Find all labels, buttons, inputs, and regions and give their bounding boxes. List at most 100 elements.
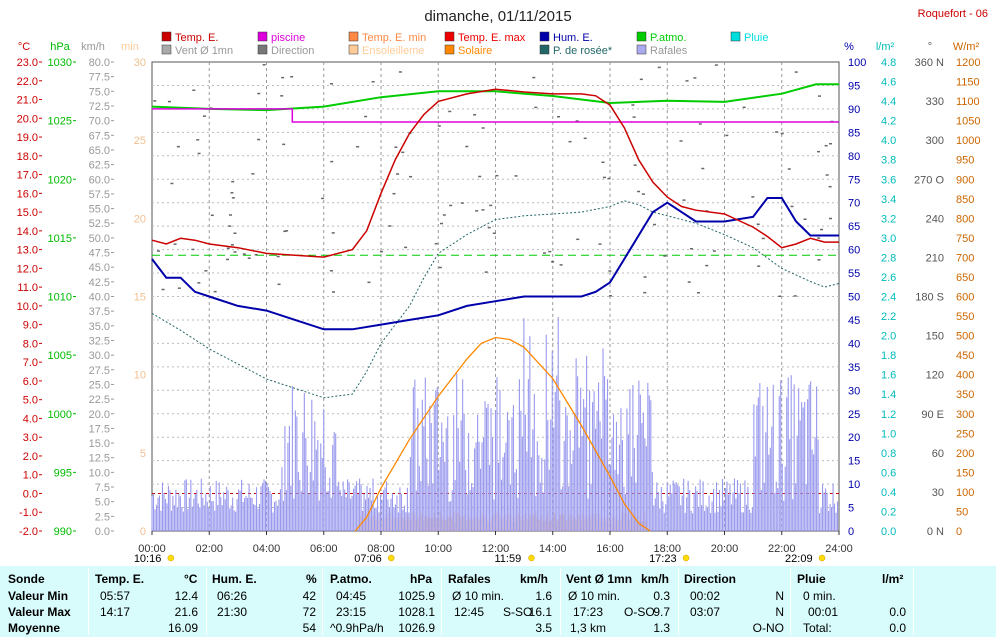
row-min-rafales-value: 1.6 xyxy=(535,589,552,603)
direction-axis-label: 150 xyxy=(926,331,944,343)
rain-axis-label: 4.0 xyxy=(881,135,896,147)
solar-axis-label: 350 xyxy=(956,389,974,401)
humidity-axis-label: 5 xyxy=(848,503,854,515)
legend-swatch xyxy=(636,31,647,42)
header-hum: Hum. E. xyxy=(212,572,257,586)
wind-axis-label: 20.0 xyxy=(89,409,110,421)
wind-axis-label: 15.0 xyxy=(89,438,110,450)
direction-axis-label: 60 xyxy=(932,448,944,460)
x-tick-label: 10:00 xyxy=(424,543,452,555)
axis-unit-label: l/m² xyxy=(876,41,895,53)
temp-axis-label: 4.0 xyxy=(23,413,38,425)
wind-axis-label: 12.5 xyxy=(89,453,110,465)
header-vent-unit: km/h xyxy=(641,572,670,586)
pressure-axis-label: 1010 xyxy=(48,292,72,304)
min-axis-label: 30 xyxy=(134,57,146,69)
x-tick-label: 02:00 xyxy=(195,543,223,555)
row-max-hum-value: 72 xyxy=(302,605,316,619)
direction-axis-label: 270 O xyxy=(914,174,944,186)
direction-axis-label: 0 N xyxy=(927,526,944,538)
row-max-patmo-time: 23:15 xyxy=(336,605,367,619)
wind-axis-label: 72.5 xyxy=(89,101,110,113)
solar-axis-label: 0 xyxy=(956,526,962,538)
legend-label: Rafales xyxy=(650,45,688,57)
direction-axis-label: 300 xyxy=(926,135,944,147)
event-marker xyxy=(528,554,535,562)
solar-axis-label: 1150 xyxy=(956,77,980,89)
wind-axis-label: 67.5 xyxy=(89,130,110,142)
solar-axis-label: 750 xyxy=(956,233,974,245)
rain-axis-label: 3.8 xyxy=(881,155,896,167)
rain-axis-label: 3.4 xyxy=(881,194,896,206)
humidity-axis-label: 35 xyxy=(848,362,860,374)
min-axis-label: 25 xyxy=(134,135,146,147)
legend-swatch xyxy=(348,31,359,42)
legend-swatch xyxy=(444,44,455,55)
humidity-axis-label: 45 xyxy=(848,315,860,327)
wind-axis-label: 50.0 xyxy=(89,233,110,245)
wind-axis-label: 40.0 xyxy=(89,292,110,304)
temp-axis-label: 9.0 xyxy=(23,320,38,332)
row-avg-pluie-label: Total: xyxy=(803,621,832,635)
solar-axis-label: 150 xyxy=(956,467,974,479)
rain-axis-label: 2.4 xyxy=(881,292,896,304)
header-temp-unit: °C xyxy=(184,572,198,586)
x-tick-label: 16:00 xyxy=(596,543,624,555)
row-max-rafales-direction: S-SO xyxy=(503,605,533,619)
humidity-line xyxy=(151,197,839,331)
min-axis-label: 15 xyxy=(134,292,146,304)
event-marker xyxy=(682,554,690,562)
wind-axis-label: 2.5 xyxy=(95,511,110,523)
min-axis-label: 0 xyxy=(140,526,146,538)
solar-axis-label: 300 xyxy=(956,409,974,421)
rain-axis-label: 1.4 xyxy=(881,389,896,401)
direction-marks xyxy=(153,64,834,298)
temp-axis-label: -2.0 xyxy=(19,526,38,538)
legend-label: Solaire xyxy=(458,45,492,57)
legend-swatch xyxy=(444,31,455,42)
wind-axis-label: 80.0 xyxy=(89,57,110,69)
pressure-axis-label: 995 xyxy=(54,467,72,479)
legend-label: piscine xyxy=(271,32,305,44)
temp-axis-label: 12.0 xyxy=(17,263,38,275)
legend-label: Temp. E. max xyxy=(458,32,526,44)
wind-axis-label: 27.5 xyxy=(89,365,110,377)
event-marker xyxy=(818,554,826,562)
wind-axis-label: 77.5 xyxy=(89,72,110,84)
row-max-rafales-value: 16.1 xyxy=(528,605,552,619)
temp-axis-label: 7.0 xyxy=(23,357,38,369)
solar-axis-label: 400 xyxy=(956,370,974,382)
row-min-hum-value: 42 xyxy=(302,589,316,603)
row-max-hum-time: 21:30 xyxy=(217,605,248,619)
temperature-line xyxy=(151,88,839,258)
x-tick-label: 14:00 xyxy=(539,543,567,555)
axis-unit-label: min xyxy=(121,41,139,53)
header-rafales: Rafales xyxy=(448,572,491,586)
header-patmo-unit: hPa xyxy=(410,572,433,586)
wind-axis-label: 35.0 xyxy=(89,321,110,333)
humidity-axis-label: 30 xyxy=(848,385,860,397)
temp-axis-label: 18.0 xyxy=(17,151,38,163)
wind-axis-label: 30.0 xyxy=(89,350,110,362)
axis-unit-label: °C xyxy=(18,41,30,53)
solar-axis-label: 600 xyxy=(956,292,974,304)
x-tick-label: 18:00 xyxy=(653,543,681,555)
row-max-vent-direction: O-SO xyxy=(624,605,655,619)
row-avg-patmo-trend: ^0.9hPa/h xyxy=(330,621,384,635)
temp-axis-label: -1.0 xyxy=(19,507,38,519)
summary-table: Sonde Temp. E. °C Hum. E. % P.atmo. hPa … xyxy=(0,566,996,637)
wind-axis-label: 70.0 xyxy=(89,116,110,128)
x-tick-label: 12:00 xyxy=(482,543,510,555)
solar-axis-label: 850 xyxy=(956,194,974,206)
row-min-direction-time: 00:02 xyxy=(690,589,721,603)
humidity-axis-label: 10 xyxy=(848,479,860,491)
wind-axis-label: 62.5 xyxy=(89,160,110,172)
row-max-pluie-value: 0.0 xyxy=(889,605,906,619)
humidity-axis-label: 100 xyxy=(848,57,866,69)
solar-line xyxy=(354,336,651,532)
temp-axis-label: 23.0 xyxy=(17,57,38,69)
wind-axis-label: 55.0 xyxy=(89,204,110,216)
event-label: 17:23 xyxy=(649,553,677,565)
solar-axis-label: 800 xyxy=(956,213,974,225)
legend-swatch xyxy=(257,44,268,55)
